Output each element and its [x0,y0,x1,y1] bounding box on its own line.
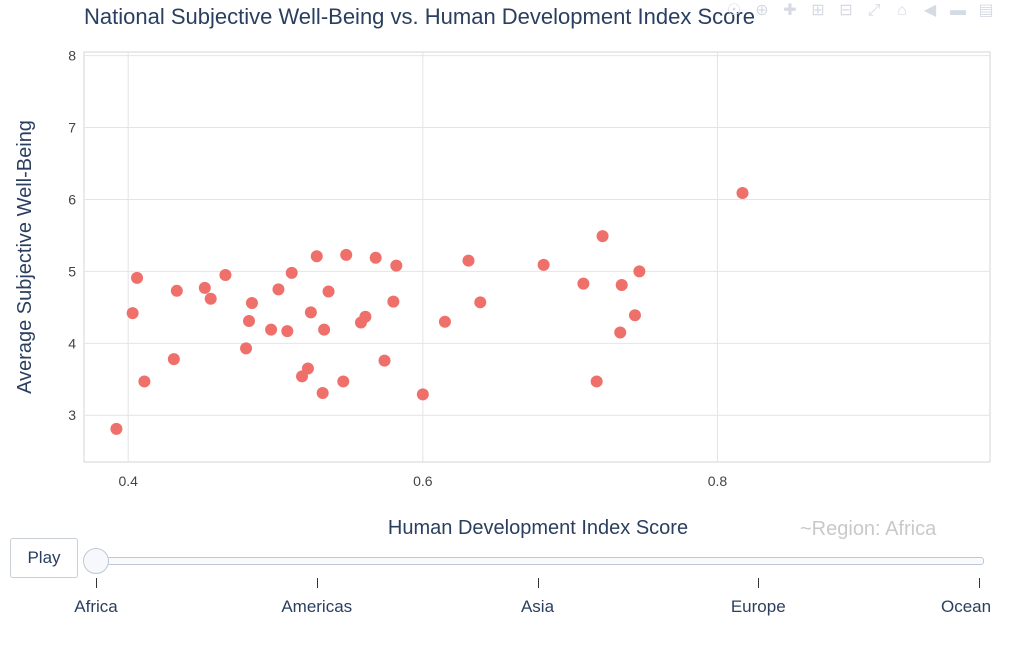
y-tick-label: 8 [68,48,76,64]
x-axis-label: Human Development Index Score [388,517,688,539]
y-tick-label: 5 [68,263,76,279]
slider-step-americas[interactable]: Americas [281,597,353,616]
data-point[interactable] [245,297,258,310]
slider-step-africa[interactable]: Africa [74,597,118,616]
slider-tick [537,578,539,588]
data-point[interactable] [110,422,123,435]
data-point[interactable] [577,277,590,290]
data-point[interactable] [340,248,353,261]
data-point[interactable] [204,292,217,305]
pan-icon[interactable]: ✚ [783,2,797,19]
y-tick-labels: 3 4 5 6 7 8 [68,48,76,424]
data-point[interactable] [240,342,253,355]
chart-title: National Subjective Well-Being vs. Human… [84,4,755,29]
region-slider-rail[interactable] [84,557,984,565]
data-point[interactable] [537,258,550,271]
region-slider-handle[interactable] [83,548,109,574]
x-tick-label: 0.6 [413,473,433,489]
data-point[interactable] [281,325,294,338]
data-point[interactable] [316,386,329,399]
chart-toolbar: ☉ ⊕ ✚ ⊞ ⊟ ⤢ ⌂ ◀ ▬ ▤ [725,2,995,20]
data-point[interactable] [322,285,335,298]
slider-tick [758,578,760,588]
plotly-logo-icon[interactable]: ▤ [978,2,994,19]
autoscale-icon[interactable]: ⤢ [867,2,881,19]
slider-step-europe[interactable]: Europe [730,597,786,616]
y-tick-label: 7 [68,120,76,136]
data-point[interactable] [310,250,323,263]
data-point[interactable] [628,309,641,322]
data-point[interactable] [614,326,627,339]
x-tick-label: 0.8 [708,473,728,489]
data-point[interactable] [126,307,139,320]
data-point[interactable] [633,265,646,278]
data-point[interactable] [596,230,609,243]
data-point[interactable] [242,315,255,328]
x-tick-labels: 0.4 0.6 0.8 [118,473,727,489]
data-point[interactable] [138,375,151,388]
play-button[interactable]: Play [10,538,78,578]
camera-icon[interactable]: ☉ [726,2,742,19]
home-icon[interactable]: ⌂ [897,2,907,19]
data-point[interactable] [462,254,475,267]
slider-tick [316,578,318,588]
data-point[interactable] [378,354,391,367]
slider-tick [979,578,980,588]
data-point[interactable] [390,259,403,272]
data-point[interactable] [359,310,372,323]
data-point[interactable] [301,362,314,375]
data-point[interactable] [170,284,183,297]
data-point[interactable] [474,296,487,309]
data-point[interactable] [131,271,144,284]
x-tick-label: 0.4 [118,473,138,489]
hover-closest-icon[interactable]: ◀ [923,2,937,19]
data-points [110,186,749,435]
data-point[interactable] [285,266,298,279]
slider-step-ocean[interactable]: Ocean [941,597,992,616]
data-point[interactable] [438,315,451,328]
data-point[interactable] [198,281,211,294]
y-tick-label: 6 [68,191,76,207]
data-point[interactable] [369,251,382,264]
data-point[interactable] [615,279,628,292]
current-region-label: ~Region: Africa [800,518,937,540]
hover-compare-icon[interactable]: ▬ [950,2,966,19]
plot-area [83,51,991,463]
y-tick-label: 4 [68,335,76,351]
slider-tick [96,578,97,588]
y-axis-label: Average Subjective Well-Being [14,120,36,394]
grid-lines [84,52,990,462]
zoom-in-icon[interactable]: ⊞ [811,2,825,19]
data-point[interactable] [167,353,180,366]
zoom-out-icon[interactable]: ⊟ [839,2,853,19]
data-point[interactable] [416,388,429,401]
data-point[interactable] [590,375,603,388]
slider-step-asia[interactable]: Asia [520,597,555,616]
data-point[interactable] [272,283,285,296]
data-point[interactable] [219,268,232,281]
data-point[interactable] [265,323,278,336]
data-point[interactable] [736,186,749,199]
y-tick-label: 3 [68,407,76,423]
data-point[interactable] [318,323,331,336]
data-point[interactable] [304,306,317,319]
data-point[interactable] [337,375,350,388]
data-point[interactable] [387,295,400,308]
zoom-icon[interactable]: ⊕ [755,2,769,19]
